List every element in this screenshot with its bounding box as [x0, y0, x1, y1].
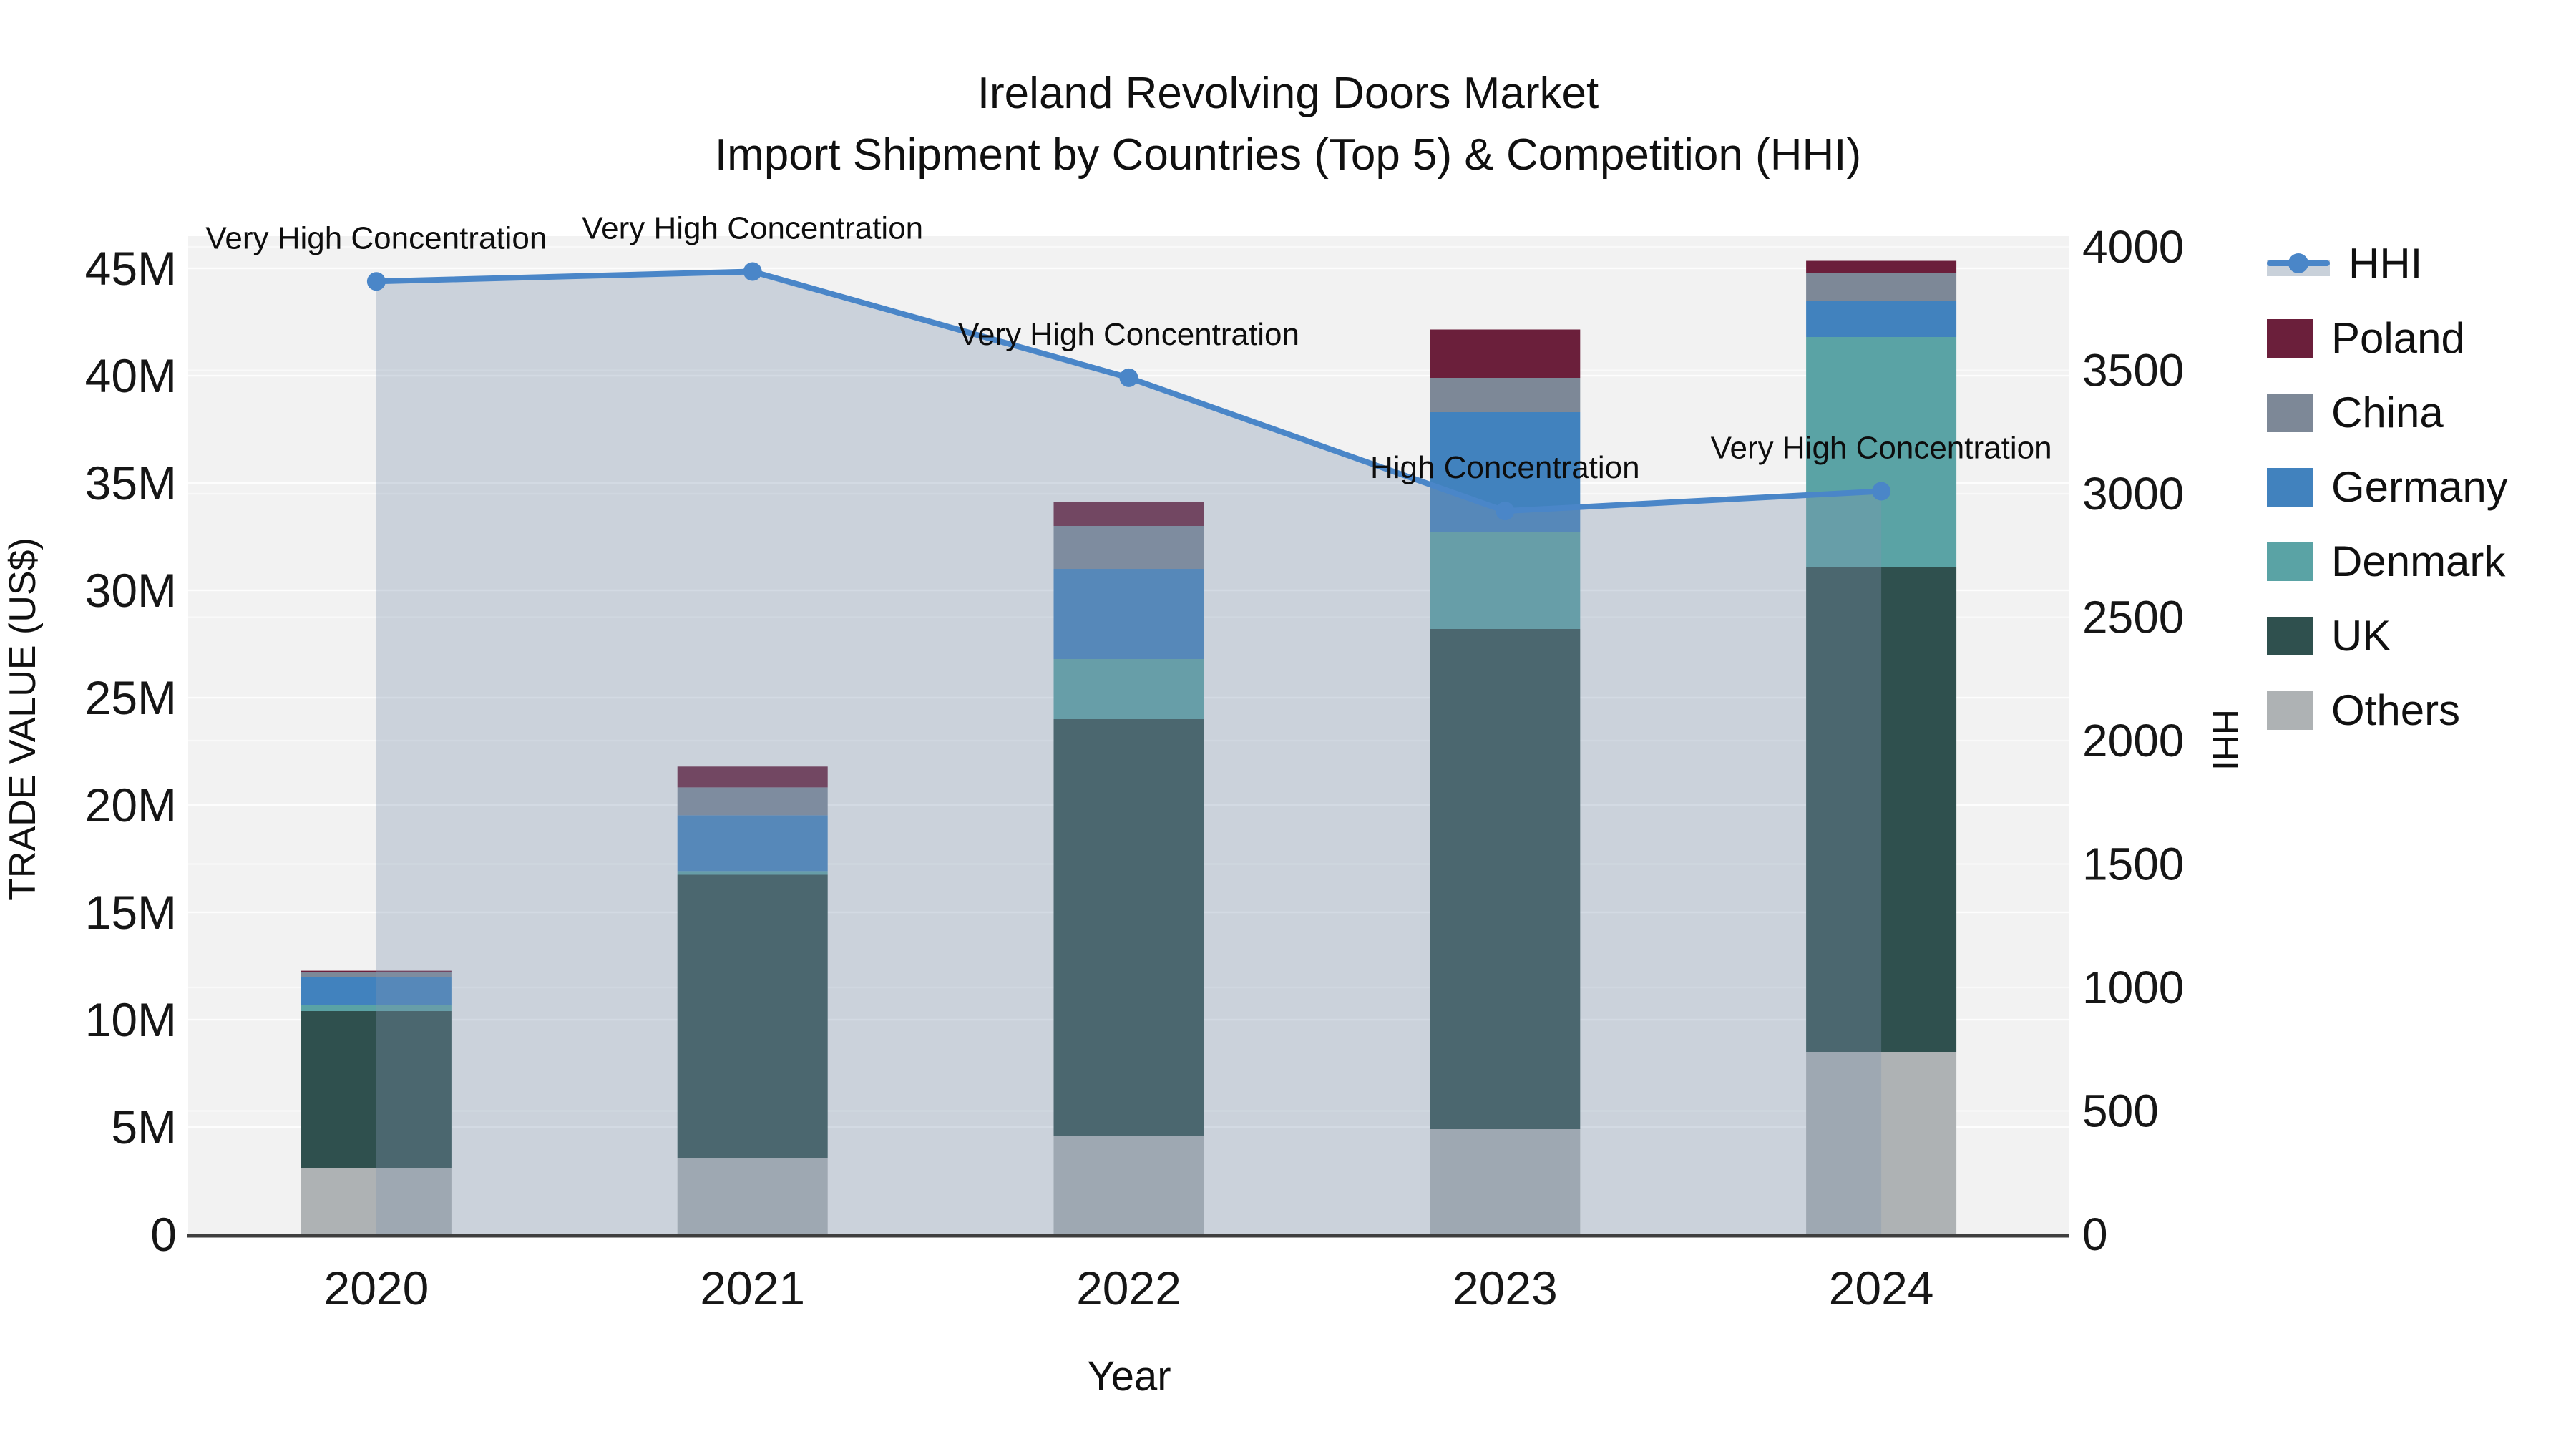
bar-segment-germany-2022: [1053, 569, 1204, 659]
bar-segment-denmark-2020: [301, 1005, 452, 1011]
bar-segment-denmark-2022: [1053, 659, 1204, 719]
hhi-marker-2022: [1119, 368, 1138, 387]
legend-hhi-marker-dot: [2288, 253, 2308, 273]
y-left-tick-label: 45M: [85, 242, 177, 295]
x-tick-label-2020: 2020: [323, 1262, 429, 1314]
y-left-tick-label: 25M: [85, 671, 177, 724]
hhi-annotation-2020: Very High Concentration: [205, 220, 547, 255]
legend-swatch-uk: [2267, 616, 2313, 655]
bar-segment-germany-2024: [1806, 301, 1957, 337]
legend-hhi-line-swatch: [2267, 245, 2330, 283]
x-tick-label-2022: 2022: [1076, 1262, 1181, 1314]
y-left-tick-label: 20M: [85, 779, 177, 831]
bar-segment-uk-2022: [1053, 719, 1204, 1136]
legend-item-poland[interactable]: Poland: [2267, 313, 2508, 363]
hhi-marker-2020: [366, 272, 386, 291]
y-right-tick-label: 3500: [2082, 345, 2184, 396]
y-right-tick-label: 0: [2082, 1209, 2108, 1260]
bar-segment-uk-2023: [1430, 629, 1581, 1129]
legend-label-hhi: HHI: [2348, 240, 2423, 288]
legend-label-china: China: [2331, 389, 2444, 436]
y-left-tick-label: 30M: [85, 564, 177, 617]
legend-label-uk: UK: [2331, 612, 2391, 660]
legend-label-denmark: Denmark: [2331, 537, 2506, 585]
hhi-marker-2021: [743, 262, 762, 281]
legend-swatch-china: [2267, 393, 2313, 432]
x-tick-label-2021: 2021: [700, 1262, 805, 1314]
bar-segment-denmark-2021: [677, 871, 828, 875]
bar-segment-others-2024: [1806, 1052, 1957, 1234]
legend-swatch-germany: [2267, 467, 2313, 507]
bar-segment-poland-2021: [677, 766, 828, 788]
y-left-tick-label: 40M: [85, 349, 177, 402]
x-tick-label-2024: 2024: [1829, 1262, 1934, 1314]
bar-segment-uk-2020: [301, 1011, 452, 1168]
hhi-annotation-2024: Very High Concentration: [1711, 431, 2052, 466]
y-right-tick-label: 4000: [2082, 221, 2184, 273]
legend-item-china[interactable]: China: [2267, 388, 2508, 437]
legend-item-uk[interactable]: UK: [2267, 611, 2508, 660]
bar-segment-denmark-2023: [1430, 532, 1581, 629]
chart-title-line1: Ireland Revolving Doors Market: [977, 69, 1599, 118]
bar-segment-germany-2021: [677, 815, 828, 872]
bar-segment-germany-2020: [301, 977, 452, 1005]
y-left-tick-label: 15M: [85, 886, 177, 939]
y-right-tick-label: 2500: [2082, 592, 2184, 643]
hhi-marker-2024: [1872, 482, 1891, 501]
legend-item-germany[interactable]: Germany: [2267, 462, 2508, 512]
bar-segment-china-2020: [301, 972, 452, 977]
bar-segment-uk-2024: [1806, 567, 1957, 1052]
legend-label-others: Others: [2331, 686, 2461, 734]
bar-segment-others-2022: [1053, 1136, 1204, 1234]
hhi-annotation-2022: Very High Concentration: [958, 317, 1299, 352]
y-left-tick-label: 0: [150, 1208, 177, 1261]
bar-segment-others-2021: [677, 1158, 828, 1234]
chart-title: Ireland Revolving Doors Market Import Sh…: [0, 63, 2576, 186]
chart-title-line2: Import Shipment by Countries (Top 5) & C…: [714, 130, 1862, 180]
bar-segment-others-2020: [301, 1168, 452, 1234]
legend-label-poland: Poland: [2331, 314, 2465, 362]
x-tick-label-2023: 2023: [1453, 1262, 1558, 1314]
y-right-tick-label: 2000: [2082, 715, 2184, 766]
bar-segment-poland-2020: [301, 970, 452, 972]
hhi-marker-2023: [1496, 502, 1515, 521]
legend-item-denmark[interactable]: Denmark: [2267, 537, 2508, 586]
legend-label-germany: Germany: [2331, 463, 2508, 511]
legend-swatch-poland: [2267, 318, 2313, 358]
bar-segment-poland-2024: [1806, 260, 1957, 273]
y-right-tick-label: 500: [2082, 1085, 2159, 1137]
y-left-tick-label: 5M: [111, 1101, 177, 1153]
legend-item-hhi[interactable]: HHI: [2267, 239, 2508, 288]
y-right-tick-label: 1000: [2082, 962, 2184, 1013]
bar-segment-uk-2021: [677, 874, 828, 1158]
bar-segment-china-2021: [677, 787, 828, 816]
bar-segment-denmark-2024: [1806, 337, 1957, 567]
y-left-tick-label: 10M: [85, 993, 177, 1046]
bar-segment-china-2023: [1430, 378, 1581, 412]
x-axis-title: Year: [1087, 1353, 1171, 1400]
y-left-tick-label: 35M: [85, 457, 177, 509]
bar-segment-china-2024: [1806, 273, 1957, 301]
hhi-annotation-2021: Very High Concentration: [582, 211, 923, 246]
hhi-annotation-2023: High Concentration: [1370, 450, 1640, 485]
legend: HHI Poland China Germany Denmark UK Others: [2267, 239, 2508, 735]
legend-swatch-denmark: [2267, 542, 2313, 581]
legend-item-others[interactable]: Others: [2267, 686, 2508, 735]
bar-segment-poland-2023: [1430, 329, 1581, 378]
bar-segment-poland-2022: [1053, 502, 1204, 526]
bar-segment-china-2022: [1053, 526, 1204, 569]
y-right-tick-label: 1500: [2082, 839, 2184, 890]
y-right-tick-label: 3000: [2082, 468, 2184, 519]
bar-segment-others-2023: [1430, 1129, 1581, 1234]
legend-swatch-others: [2267, 691, 2313, 730]
